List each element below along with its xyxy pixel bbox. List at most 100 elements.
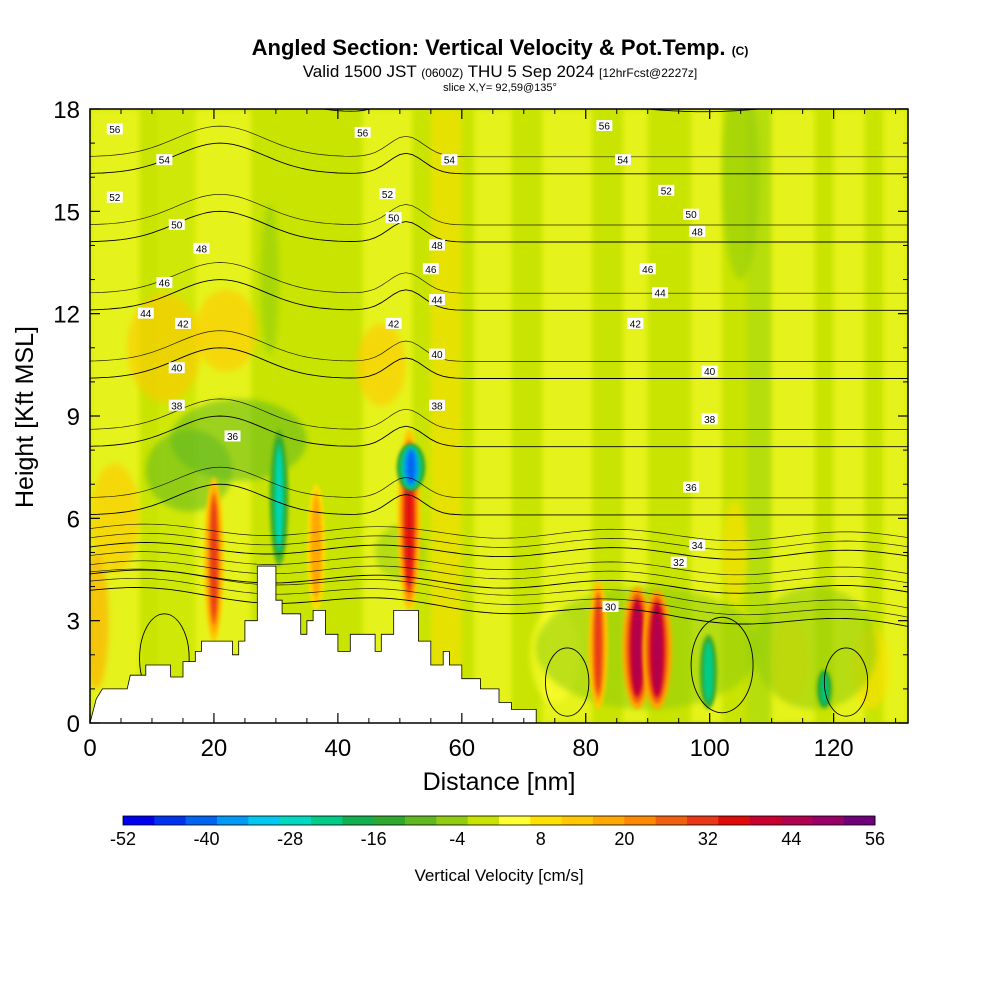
theta-contour-40 xyxy=(90,347,908,379)
theta-label-bg xyxy=(429,348,446,360)
theta-label-text: 42 xyxy=(177,319,189,330)
theta-contour-label: 46 xyxy=(422,263,439,276)
colorbar-swatch xyxy=(499,816,531,825)
theta-contour-minor xyxy=(90,193,908,226)
theta-label-text: 50 xyxy=(686,210,698,221)
theta-contours: 30 32 34 36 36 38 38 38 40 40 40 42 42 42 44 44 44 46 46 46… xyxy=(90,0,908,717)
theta-label-text: 44 xyxy=(431,296,443,307)
theta-contour-label: 56 xyxy=(596,120,613,133)
velocity-plume xyxy=(313,503,319,592)
theta-label-text: 38 xyxy=(171,401,183,412)
colorbar-swatch xyxy=(624,816,657,825)
theta-label-text: 50 xyxy=(171,220,183,231)
colorbar-swatch xyxy=(655,816,688,825)
field-band xyxy=(430,109,462,723)
colorbar-swatch xyxy=(279,816,312,825)
theta-label-text: 46 xyxy=(425,265,437,276)
theta-label-text: 40 xyxy=(431,350,443,361)
theta-label-text: 48 xyxy=(196,244,208,255)
theta-contour-minor xyxy=(90,523,908,542)
y-tick-label: 3 xyxy=(67,609,80,636)
x-tick-label: 120 xyxy=(814,735,854,762)
theta-contour-minor xyxy=(90,568,908,609)
colorbar-tick-label: 44 xyxy=(781,829,801,849)
theta-label-text: 30 xyxy=(605,603,617,614)
theta-contour-label: 46 xyxy=(156,276,173,289)
colorbar-tick-label: 32 xyxy=(698,829,718,849)
theta-contour-42 xyxy=(90,279,908,311)
colorbar-tick-label: -40 xyxy=(194,829,220,849)
theta-label-bg xyxy=(429,294,446,306)
colorbar-swatch xyxy=(342,816,375,825)
theta-label-bg xyxy=(596,120,613,132)
theta-contour-label: 44 xyxy=(429,294,446,307)
colorbar-swatch xyxy=(687,816,719,825)
colorbar-label: Vertical Velocity [cm/s] xyxy=(414,866,583,885)
theta-label-text: 54 xyxy=(159,156,171,167)
theta-contour-minor xyxy=(90,577,908,618)
theta-contour-label: 36 xyxy=(224,430,241,443)
colorbar-swatch xyxy=(593,816,625,825)
theta-contour-36 xyxy=(90,483,908,516)
theta-label-text: 36 xyxy=(227,432,239,443)
field-blob xyxy=(722,109,760,280)
theta-label-bg xyxy=(174,317,191,329)
theta-label-bg xyxy=(422,263,439,275)
field-blob xyxy=(356,323,407,406)
theta-contour-cell xyxy=(823,647,869,717)
theta-label-bg xyxy=(614,154,631,166)
y-tick-label: 15 xyxy=(53,199,80,226)
x-axis-label: Distance [nm] xyxy=(423,768,576,796)
theta-label-text: 52 xyxy=(382,190,394,201)
colorbar-tick-label: -16 xyxy=(361,829,387,849)
velocity-plume xyxy=(633,604,641,691)
colorbar-swatch xyxy=(812,816,845,825)
theta-label-bg xyxy=(429,239,446,251)
theta-label-bg xyxy=(193,242,210,254)
theta-contour-minor xyxy=(90,0,908,33)
colorbar-tick-label: -52 xyxy=(110,829,136,849)
x-tick-label: 100 xyxy=(690,735,730,762)
theta-label-bg xyxy=(689,539,706,551)
theta-label-bg xyxy=(670,556,687,568)
colorbar-tick-label: 8 xyxy=(536,829,546,849)
theta-label-text: 46 xyxy=(159,278,171,289)
theta-label-bg xyxy=(658,184,675,196)
theta-label-bg xyxy=(701,365,718,377)
theta-contour-label: 34 xyxy=(689,539,706,552)
theta-contour-label: 40 xyxy=(168,362,185,375)
theta-contour-label: 44 xyxy=(137,307,154,320)
theta-label-bg xyxy=(224,430,241,442)
theta-label-text: 44 xyxy=(140,309,152,320)
theta-contour-34 xyxy=(90,542,908,560)
theta-label-bg xyxy=(106,191,123,203)
x-tick-label: 60 xyxy=(448,735,475,762)
theta-label-bg xyxy=(168,362,185,374)
colorbar-swatch xyxy=(749,816,782,825)
y-tick-label: 0 xyxy=(67,711,80,738)
colorbar-tick-label: 20 xyxy=(614,829,634,849)
theta-contour-minor xyxy=(90,560,908,585)
theta-contour-38 xyxy=(90,415,908,448)
theta-label-text: 56 xyxy=(599,122,611,133)
field-blob xyxy=(260,204,280,355)
theta-contour-label: 52 xyxy=(379,188,396,201)
theta-label-text: 44 xyxy=(655,289,667,300)
theta-contour-label: 48 xyxy=(689,225,706,238)
theta-contour-30 xyxy=(90,587,908,627)
x-tick-label: 20 xyxy=(201,735,228,762)
theta-label-text: 52 xyxy=(109,193,121,204)
theta-label-text: 48 xyxy=(692,227,704,238)
y-tick-label: 6 xyxy=(67,506,80,533)
colorbar-swatch xyxy=(373,816,406,825)
theta-label-text: 56 xyxy=(357,128,369,139)
theta-label-bg xyxy=(385,212,402,224)
colorbar-tick-label: 56 xyxy=(865,829,885,849)
theta-label-text: 42 xyxy=(630,319,642,330)
theta-contour-label: 46 xyxy=(639,263,656,276)
theta-contour-label: 48 xyxy=(429,239,446,252)
theta-contour-label: 36 xyxy=(683,481,700,494)
theta-contour-50 xyxy=(90,0,908,50)
theta-label-bg xyxy=(683,208,700,220)
